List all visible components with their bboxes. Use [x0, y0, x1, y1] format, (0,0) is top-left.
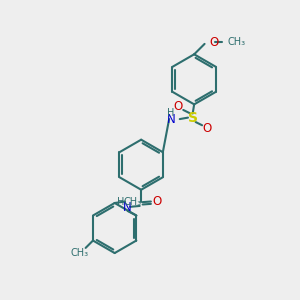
- Text: H: H: [117, 196, 124, 206]
- Text: S: S: [188, 111, 198, 124]
- Text: H: H: [167, 108, 175, 118]
- Text: O: O: [173, 100, 183, 113]
- Text: O: O: [203, 122, 212, 135]
- Text: CH₃: CH₃: [71, 248, 89, 258]
- Text: N: N: [167, 112, 176, 126]
- Text: N: N: [123, 201, 132, 214]
- Text: O: O: [153, 195, 162, 208]
- Text: CH₃: CH₃: [124, 196, 142, 206]
- Text: O: O: [209, 36, 218, 49]
- Text: CH₃: CH₃: [227, 38, 246, 47]
